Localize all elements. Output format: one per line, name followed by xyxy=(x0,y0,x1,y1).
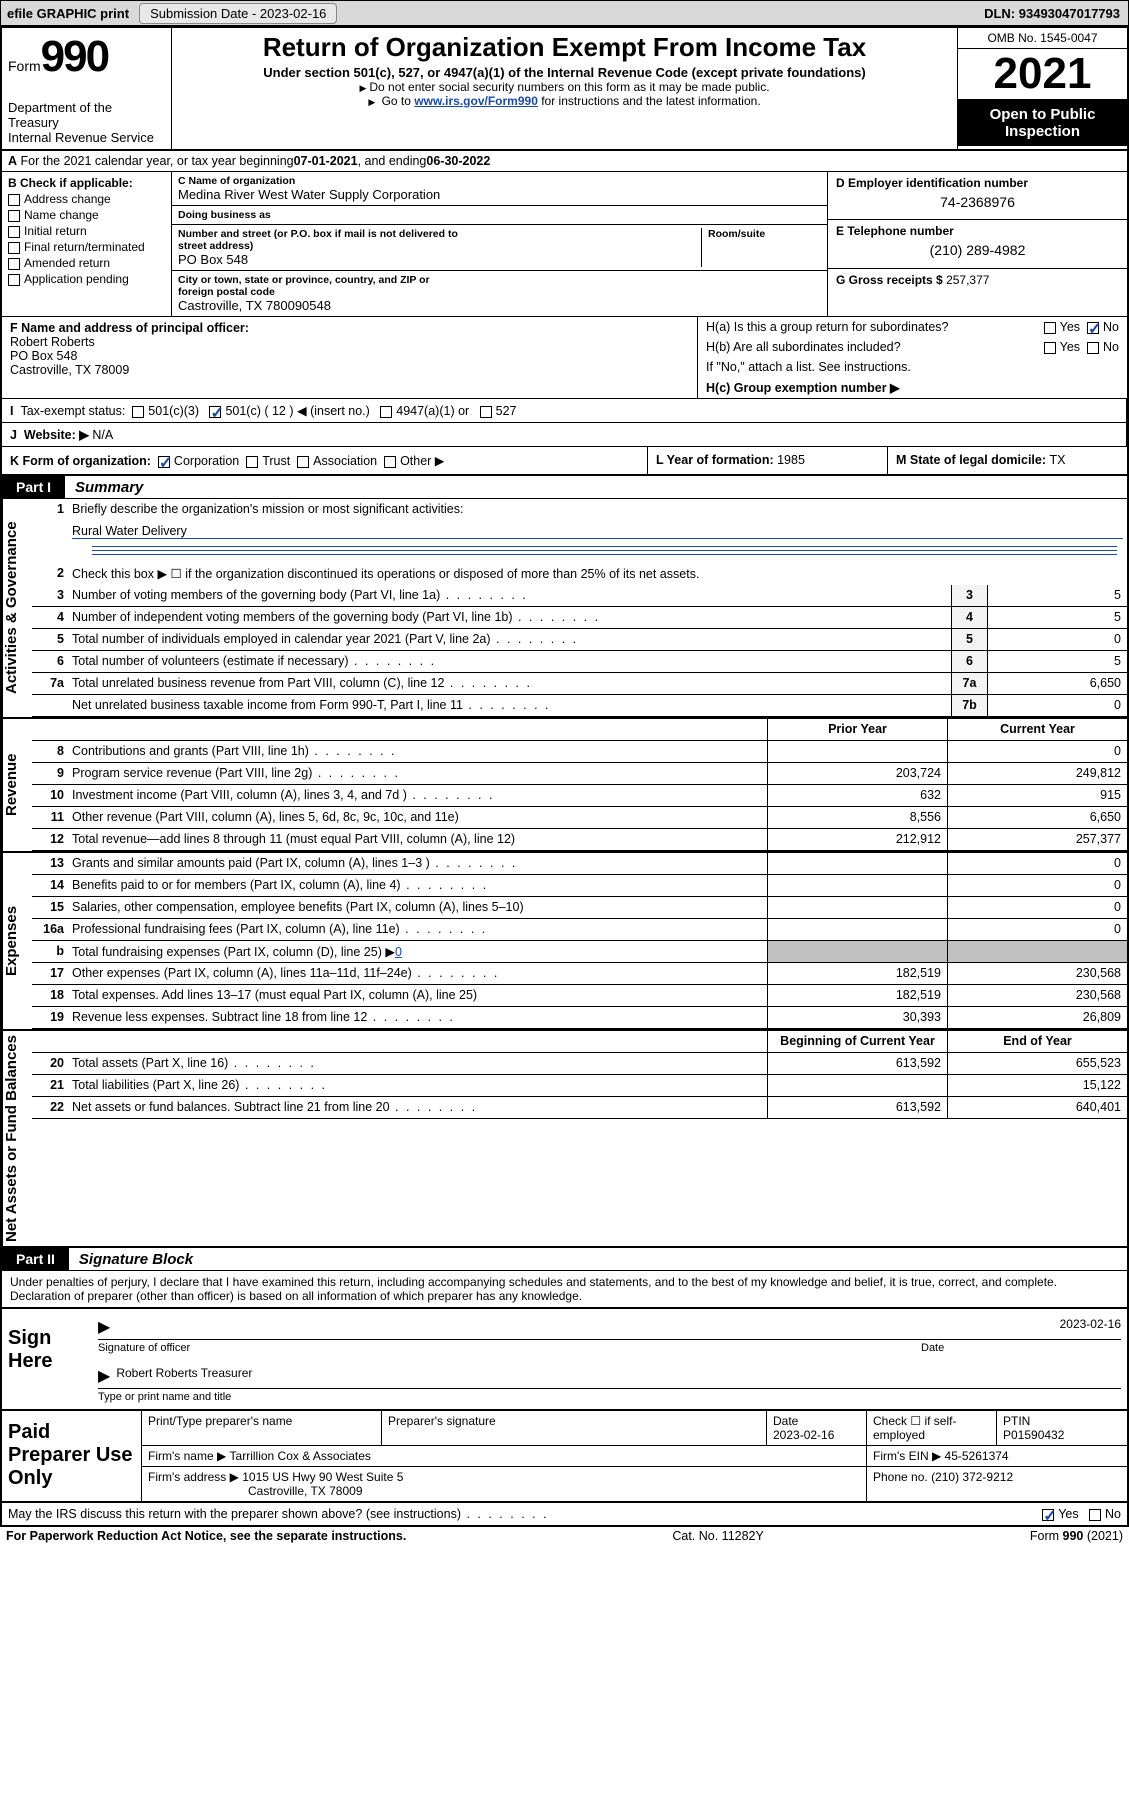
paid-preparer-block: Paid Preparer Use Only Print/Type prepar… xyxy=(2,1409,1127,1503)
ha-no[interactable] xyxy=(1087,322,1099,334)
chk-501c3[interactable] xyxy=(132,406,144,418)
irs-discuss-row: May the IRS discuss this return with the… xyxy=(2,1503,1127,1525)
hb-yes[interactable] xyxy=(1044,342,1056,354)
chk-final-return[interactable] xyxy=(8,242,20,254)
form-990: Form990 Department of the Treasury Inter… xyxy=(0,26,1129,1527)
val-7b: 0 xyxy=(987,695,1127,716)
vlabel-activities: Activities & Governance xyxy=(2,499,32,717)
omb-number: OMB No. 1545-0047 xyxy=(958,28,1127,49)
part-i-header: Part I Summary xyxy=(2,476,1127,499)
chk-other[interactable] xyxy=(384,456,396,468)
ha-yes[interactable] xyxy=(1044,322,1056,334)
open-to-public: Open to Public Inspection xyxy=(958,100,1127,146)
col-f-officer: F Name and address of principal officer:… xyxy=(2,317,697,398)
row-a-taxyear: A For the 2021 calendar year, or tax yea… xyxy=(2,151,1127,172)
chk-address-change[interactable] xyxy=(8,194,20,206)
val-3: 5 xyxy=(987,585,1127,606)
chk-501c[interactable] xyxy=(209,406,221,418)
sign-here-block: Sign Here ▶2023-02-16 Signature of offic… xyxy=(2,1307,1127,1409)
form-id-block: Form990 Department of the Treasury Inter… xyxy=(2,28,172,149)
tax-year: 2021 xyxy=(958,49,1127,100)
vlabel-netassets: Net Assets or Fund Balances xyxy=(2,1031,32,1246)
form-title: Return of Organization Exempt From Incom… xyxy=(178,32,951,63)
row-j-website: J Website: ▶ N/A xyxy=(2,423,1127,446)
chk-name-change[interactable] xyxy=(8,210,20,222)
chk-trust[interactable] xyxy=(246,456,258,468)
form-title-block: Return of Organization Exempt From Incom… xyxy=(172,28,957,149)
row-l-year: L Year of formation: 1985 xyxy=(647,447,887,474)
val-5: 0 xyxy=(987,629,1127,650)
vlabel-revenue: Revenue xyxy=(2,719,32,851)
perjury-declaration: Under penalties of perjury, I declare th… xyxy=(2,1271,1127,1307)
chk-assoc[interactable] xyxy=(297,456,309,468)
instructions-link[interactable]: www.irs.gov/Form990 xyxy=(414,94,538,108)
row-i-status: I Tax-exempt status: 501(c)(3) 501(c) ( … xyxy=(2,399,1127,422)
part-ii-header: Part II Signature Block xyxy=(2,1248,1127,1271)
mission-text: Rural Water Delivery xyxy=(72,524,1123,539)
discuss-yes[interactable] xyxy=(1042,1509,1054,1521)
telephone: (210) 289-4982 xyxy=(836,238,1119,258)
form-meta-block: OMB No. 1545-0047 2021 Open to Public In… xyxy=(957,28,1127,149)
gross-receipts: 257,377 xyxy=(946,273,989,287)
chk-527[interactable] xyxy=(480,406,492,418)
ein: 74-2368976 xyxy=(836,190,1119,210)
vlabel-expenses: Expenses xyxy=(2,853,32,1029)
chk-4947[interactable] xyxy=(380,406,392,418)
org-city: Castroville, TX 780090548 xyxy=(178,298,821,313)
fundraising-link[interactable]: 0 xyxy=(395,945,402,959)
chk-initial-return[interactable] xyxy=(8,226,20,238)
discuss-no[interactable] xyxy=(1089,1509,1101,1521)
val-4: 5 xyxy=(987,607,1127,628)
chk-amended-return[interactable] xyxy=(8,258,20,270)
org-street: PO Box 548 xyxy=(178,252,701,267)
col-b-checkboxes: B Check if applicable: Address change Na… xyxy=(2,172,172,316)
val-6: 5 xyxy=(987,651,1127,672)
efile-label: efile GRAPHIC print xyxy=(1,6,135,21)
submission-date-pill[interactable]: Submission Date - 2023-02-16 xyxy=(139,3,337,24)
chk-corp[interactable] xyxy=(158,456,170,468)
chk-application-pending[interactable] xyxy=(8,274,20,286)
page-footer: For Paperwork Reduction Act Notice, see … xyxy=(0,1527,1129,1545)
hb-no[interactable] xyxy=(1087,342,1099,354)
col-h-group: H(a) Is this a group return for subordin… xyxy=(697,317,1127,398)
org-name: Medina River West Water Supply Corporati… xyxy=(178,187,821,202)
col-deg: D Employer identification number 74-2368… xyxy=(827,172,1127,316)
col-c-org: C Name of organization Medina River West… xyxy=(172,172,827,316)
dln: DLN: 93493047017793 xyxy=(984,6,1128,21)
val-7a: 6,650 xyxy=(987,673,1127,694)
row-m-state: M State of legal domicile: TX xyxy=(887,447,1127,474)
row-k-formtype: K Form of organization: Corporation Trus… xyxy=(2,447,647,474)
efile-topbar: efile GRAPHIC print Submission Date - 20… xyxy=(0,0,1129,26)
